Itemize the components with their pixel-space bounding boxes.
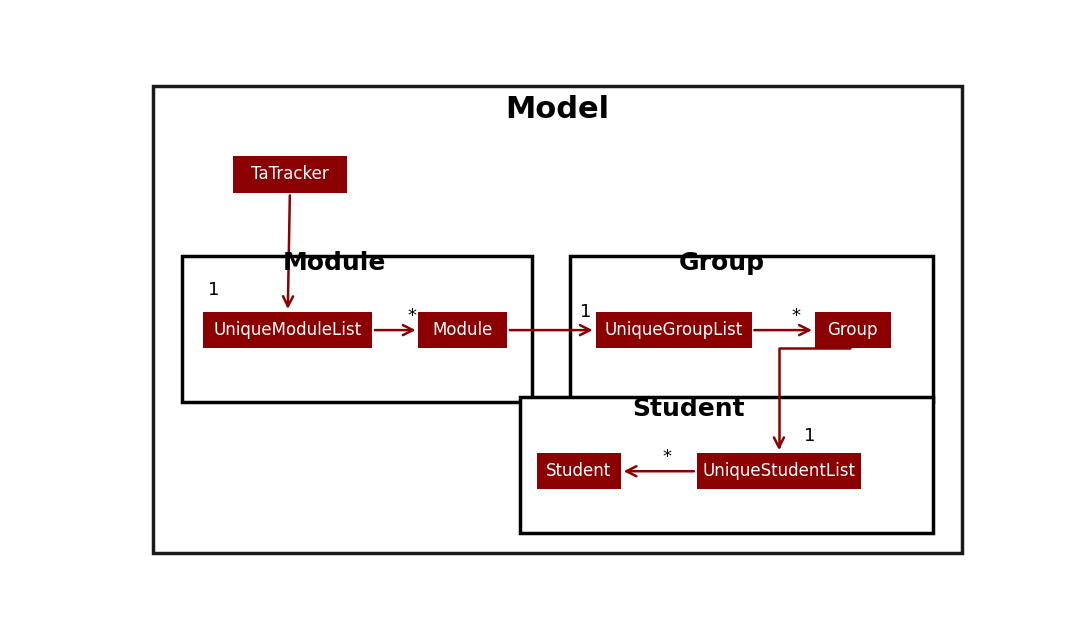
FancyBboxPatch shape (696, 453, 862, 489)
Text: 1: 1 (208, 281, 219, 299)
FancyBboxPatch shape (570, 256, 932, 402)
FancyBboxPatch shape (520, 397, 932, 533)
FancyBboxPatch shape (536, 453, 621, 489)
Text: *: * (663, 447, 671, 466)
FancyBboxPatch shape (203, 312, 372, 348)
Text: 1: 1 (804, 427, 816, 445)
FancyBboxPatch shape (152, 85, 962, 553)
Text: *: * (791, 307, 801, 324)
Text: Module: Module (433, 321, 493, 339)
FancyBboxPatch shape (183, 256, 532, 402)
FancyBboxPatch shape (233, 156, 347, 193)
Text: TaTracker: TaTracker (251, 166, 329, 183)
Text: Student: Student (546, 462, 611, 480)
Text: UniqueStudentList: UniqueStudentList (703, 462, 855, 480)
Text: Module: Module (283, 251, 386, 275)
Text: UniqueModuleList: UniqueModuleList (213, 321, 362, 339)
FancyBboxPatch shape (419, 312, 507, 348)
Text: *: * (408, 307, 417, 324)
Text: Student: Student (632, 397, 744, 421)
Text: Group: Group (828, 321, 878, 339)
Text: Model: Model (506, 95, 609, 125)
Text: Group: Group (679, 251, 765, 275)
Text: 1: 1 (580, 303, 592, 320)
FancyBboxPatch shape (595, 312, 752, 348)
Text: UniqueGroupList: UniqueGroupList (605, 321, 743, 339)
FancyBboxPatch shape (815, 312, 891, 348)
